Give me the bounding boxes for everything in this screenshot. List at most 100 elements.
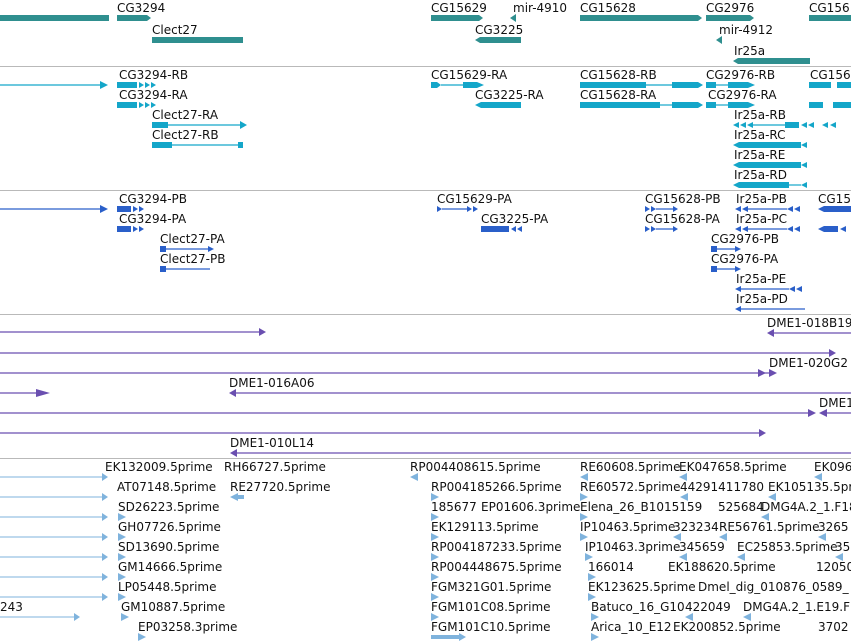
est-glyph[interactable] — [118, 553, 132, 561]
gene-glyph[interactable] — [733, 57, 811, 65]
est-label[interactable]: 422049 — [685, 600, 731, 614]
est-label[interactable]: 3265 — [818, 520, 849, 534]
est-label[interactable]: FGM101C10.5prime — [431, 620, 551, 634]
transcript-label[interactable]: Ir25a-RE — [734, 148, 786, 162]
est-label[interactable]: 323234 — [673, 520, 719, 534]
est-glyph[interactable] — [591, 633, 605, 641]
transcript-label[interactable]: CG3294-RA — [119, 88, 188, 102]
est-glyph[interactable] — [118, 573, 132, 581]
est-label[interactable]: AT07148.5prime — [117, 480, 217, 494]
est-glyph[interactable] — [588, 593, 602, 601]
est-glyph[interactable] — [814, 473, 828, 481]
est-glyph[interactable] — [737, 553, 751, 561]
transcript-label[interactable]: CG3225-RA — [475, 88, 544, 102]
gene-label[interactable]: CG156 — [809, 1, 850, 15]
est-glyph[interactable] — [680, 493, 694, 501]
est-glyph[interactable] — [138, 633, 152, 641]
gene-label[interactable]: Clect27 — [152, 23, 198, 37]
protein-label[interactable]: Ir25a-PC — [736, 212, 788, 226]
clone-glyph[interactable] — [0, 327, 270, 337]
gene-glyph[interactable] — [117, 14, 153, 22]
est-label[interactable]: RH66727.5prime — [224, 460, 326, 474]
est-glyph[interactable] — [431, 533, 445, 541]
est-glyph[interactable] — [580, 473, 592, 481]
protein-glyph[interactable] — [735, 224, 809, 234]
gene-label[interactable]: CG15629 — [431, 1, 487, 15]
protein-glyph[interactable] — [818, 224, 851, 234]
est-label[interactable]: EK129113.5prime — [431, 520, 539, 534]
est-glyph[interactable] — [431, 613, 445, 621]
gene-label[interactable]: CG3294 — [117, 1, 166, 15]
protein-glyph[interactable] — [481, 224, 523, 234]
est-label[interactable]: RP004408615.5prime — [410, 460, 541, 474]
protein-label[interactable]: CG3225-PA — [481, 212, 549, 226]
est-label[interactable]: EP01606.3prime — [481, 500, 581, 514]
transcript-glyph[interactable] — [431, 80, 487, 90]
est-label[interactable]: EK047658.5prime — [679, 460, 787, 474]
est-glyph[interactable] — [585, 553, 599, 561]
est-label[interactable]: Arica_10_E12 — [591, 620, 672, 634]
est-label[interactable]: RP004185266.5prime — [431, 480, 562, 494]
est-label[interactable]: LP05448.5prime — [118, 580, 217, 594]
est-label[interactable]: 3702 — [818, 620, 849, 634]
protein-glyph[interactable] — [0, 204, 110, 214]
protein-label[interactable]: CG15629-PA — [437, 192, 512, 206]
est-glyph[interactable] — [679, 553, 693, 561]
transcript-glyph[interactable] — [733, 120, 815, 130]
est-glyph[interactable] — [591, 613, 605, 621]
est-label[interactable]: IP10463.5prime — [580, 520, 676, 534]
est-glyph[interactable] — [580, 533, 594, 541]
transcript-label[interactable]: CG15629-RA — [431, 68, 508, 82]
clone-glyph[interactable] — [0, 428, 770, 438]
protein-label[interactable]: Ir25a-PE — [736, 272, 787, 286]
clone-label[interactable]: DME1-010L14 — [230, 436, 314, 450]
est-label[interactable]: 12050 — [816, 560, 851, 574]
gene-glyph[interactable] — [0, 14, 111, 22]
est-label[interactable]: EP03258.3prime — [138, 620, 238, 634]
est-glyph[interactable] — [0, 533, 110, 541]
gene-label[interactable]: CG3225 — [475, 23, 524, 37]
est-glyph[interactable] — [410, 473, 422, 481]
est-label[interactable]: Dmel_dig_010876_0589_ — [698, 580, 849, 594]
clone-glyph[interactable] — [0, 408, 851, 418]
protein-label[interactable]: CG15628-PA — [645, 212, 720, 226]
protein-label[interactable]: CG3294-PA — [119, 212, 187, 226]
est-glyph[interactable] — [0, 513, 110, 521]
transcript-label[interactable]: CG3294-RB — [119, 68, 189, 82]
est-label[interactable]: DMG4A.2_1.F18 — [761, 500, 851, 514]
est-glyph[interactable] — [835, 553, 849, 561]
est-label[interactable]: GM14666.5prime — [118, 560, 223, 574]
protein-label[interactable]: Ir25a-PD — [736, 292, 788, 306]
clone-glyph[interactable] — [767, 328, 851, 338]
est-glyph[interactable] — [0, 613, 82, 621]
transcript-glyph[interactable] — [0, 80, 110, 90]
est-glyph[interactable] — [0, 493, 110, 501]
gene-label[interactable]: mir-4912 — [719, 23, 774, 37]
transcript-glyph[interactable] — [117, 100, 157, 110]
protein-glyph[interactable] — [437, 204, 487, 214]
est-label[interactable]: 166014 — [588, 560, 634, 574]
transcript-glyph[interactable] — [809, 100, 851, 110]
est-glyph[interactable] — [761, 513, 775, 521]
est-label[interactable]: 44291411780 — [680, 480, 764, 494]
est-label[interactable]: Elena_26_B1015159 — [580, 500, 703, 514]
est-glyph[interactable] — [743, 613, 757, 621]
transcript-glyph[interactable] — [152, 140, 244, 150]
est-label[interactable]: RE60608.5prime — [580, 460, 681, 474]
protein-label[interactable]: Ir25a-PB — [736, 192, 787, 206]
est-label[interactable]: RP004187233.5prime — [431, 540, 562, 554]
est-glyph[interactable] — [431, 493, 445, 501]
clone-glyph[interactable] — [229, 388, 851, 398]
protein-label[interactable]: Clect27-PA — [160, 232, 225, 246]
gene-label[interactable]: Ir25a — [734, 44, 766, 58]
gene-label[interactable]: mir-4910 — [513, 1, 568, 15]
transcript-label[interactable]: CG15628-RA — [580, 88, 657, 102]
gene-glyph[interactable] — [475, 36, 523, 44]
clone-label[interactable]: DME1 — [819, 396, 851, 410]
est-label[interactable]: EC25853.5prime — [737, 540, 838, 554]
est-glyph[interactable] — [719, 533, 733, 541]
est-label[interactable]: GH07726.5prime — [118, 520, 221, 534]
est-label[interactable]: SD13690.5prime — [118, 540, 220, 554]
est-label[interactable]: 525684 — [718, 500, 764, 514]
protein-glyph[interactable] — [818, 204, 851, 214]
